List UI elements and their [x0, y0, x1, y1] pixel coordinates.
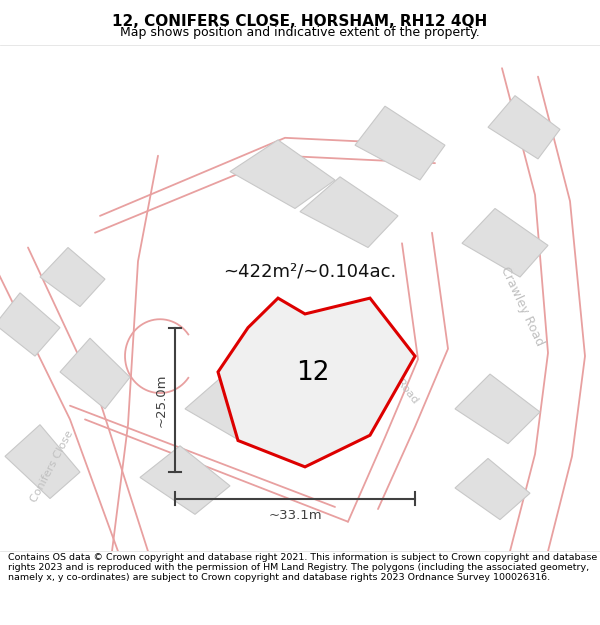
Polygon shape	[455, 459, 530, 519]
Polygon shape	[300, 177, 398, 248]
Polygon shape	[60, 338, 130, 409]
Text: 12, CONIFERS CLOSE, HORSHAM, RH12 4QH: 12, CONIFERS CLOSE, HORSHAM, RH12 4QH	[112, 14, 488, 29]
Polygon shape	[140, 446, 230, 514]
Polygon shape	[230, 140, 335, 209]
Polygon shape	[40, 248, 105, 306]
Text: Map shows position and indicative extent of the property.: Map shows position and indicative extent…	[120, 26, 480, 39]
Polygon shape	[462, 209, 548, 277]
Text: ~25.0m: ~25.0m	[155, 373, 167, 427]
Polygon shape	[355, 106, 445, 180]
Polygon shape	[455, 374, 540, 444]
Text: 12: 12	[296, 360, 330, 386]
Text: ~33.1m: ~33.1m	[268, 509, 322, 522]
Polygon shape	[218, 298, 415, 467]
Polygon shape	[488, 96, 560, 159]
Polygon shape	[0, 293, 60, 356]
Text: Conifers Close: Conifers Close	[29, 429, 75, 504]
Polygon shape	[185, 374, 278, 444]
Text: Crawley Road: Crawley Road	[498, 265, 546, 348]
Polygon shape	[5, 425, 80, 499]
Text: ~422m²/~0.104ac.: ~422m²/~0.104ac.	[223, 262, 397, 281]
Text: Contains OS data © Crown copyright and database right 2021. This information is : Contains OS data © Crown copyright and d…	[8, 552, 597, 582]
Text: Crawley Road: Crawley Road	[365, 339, 419, 405]
